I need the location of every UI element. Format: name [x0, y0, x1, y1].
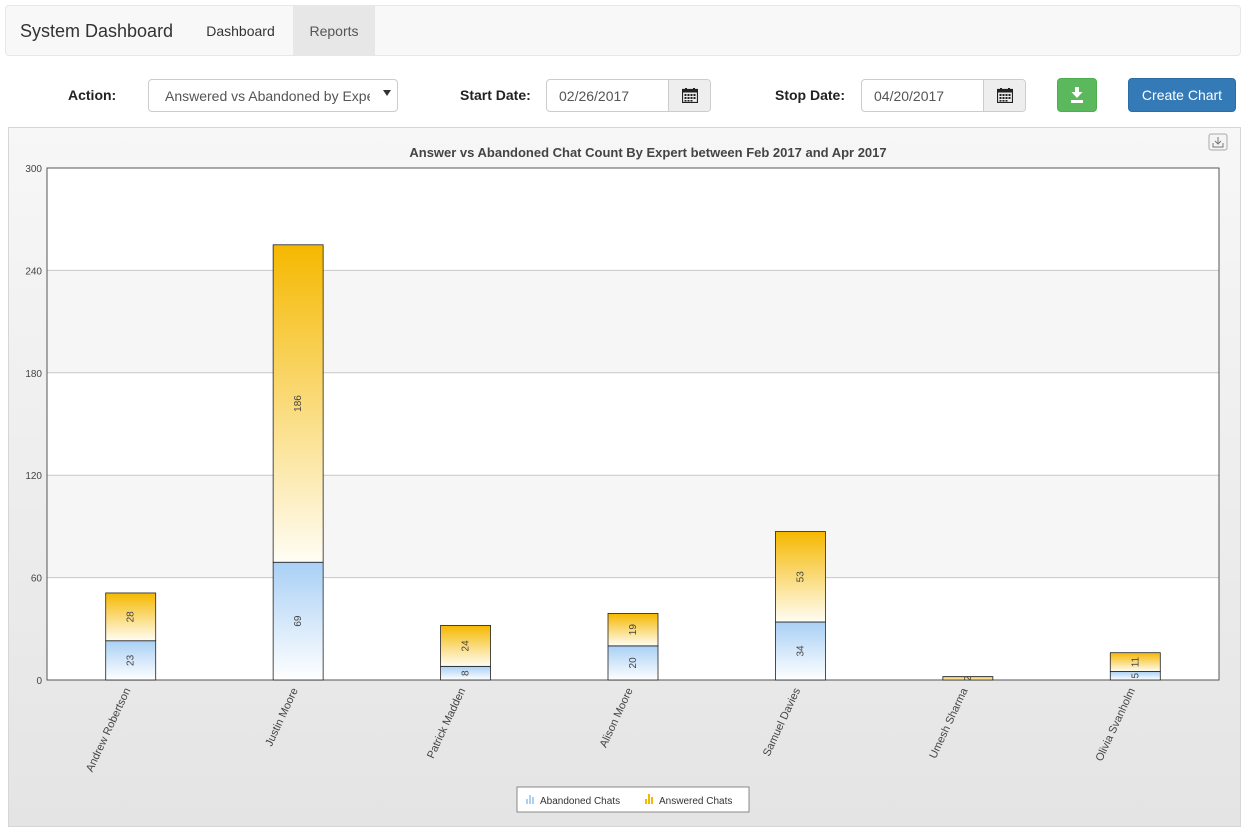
caret-down-icon — [383, 90, 391, 96]
data-label: 34 — [795, 645, 806, 657]
bar-answered[interactable] — [942, 676, 994, 681]
legend-abandoned[interactable]: Abandoned Chats — [540, 796, 620, 807]
action-select-value: Answered vs Abandoned by Expert — [165, 88, 370, 104]
start-date-label: Start Date: — [460, 87, 531, 103]
x-tick-label: Patrick Madden — [425, 686, 468, 760]
bar-answered[interactable] — [272, 244, 324, 563]
data-label: 19 — [628, 624, 639, 636]
stop-date-label: Stop Date: — [775, 87, 845, 103]
download-button[interactable] — [1057, 78, 1097, 112]
x-tick-label: Samuel Davies — [761, 686, 803, 759]
x-tick-label: Justin Moore — [263, 686, 300, 748]
plot-area — [47, 168, 1219, 680]
y-tick-label: 60 — [31, 574, 43, 585]
bar-abandoned[interactable] — [105, 640, 157, 681]
data-label: 186 — [293, 395, 304, 412]
stop-date-value: 04/20/2017 — [874, 88, 945, 104]
y-tick-label: 300 — [25, 164, 42, 175]
data-label: 8 — [461, 670, 472, 676]
navbar: System Dashboard Dashboard Reports — [5, 5, 1241, 56]
calendar-icon — [682, 88, 698, 103]
data-label: 5 — [1130, 673, 1141, 679]
export-icon[interactable] — [1208, 133, 1228, 151]
stop-date-calendar-button[interactable] — [983, 80, 1025, 111]
data-label: 24 — [461, 640, 472, 652]
x-tick-label: Alison Moore — [598, 686, 636, 749]
bar-chart-icon — [526, 795, 534, 804]
y-tick-label: 240 — [25, 266, 42, 277]
chart: Answer vs Abandoned Chat Count By Expert… — [25, 133, 1228, 813]
bar-answered[interactable] — [440, 624, 491, 667]
bar-chart-icon — [645, 794, 653, 804]
y-tick-label: 0 — [36, 676, 42, 687]
data-label: 20 — [628, 657, 639, 669]
chart-title: Answer vs Abandoned Chat Count By Expert… — [409, 145, 886, 160]
calendar-icon — [997, 88, 1013, 103]
start-date-value: 02/26/2017 — [559, 88, 630, 104]
action-select[interactable]: Answered vs Abandoned by Expert — [148, 79, 398, 112]
legend-box — [516, 786, 750, 813]
stop-date-input[interactable]: 04/20/2017 — [861, 79, 1026, 112]
download-icon — [1071, 87, 1083, 103]
legend: Abandoned Chats Answered Chats — [516, 786, 750, 813]
action-label: Action: — [68, 87, 117, 103]
bar-abandoned[interactable] — [272, 561, 324, 681]
grid-band — [47, 270, 1219, 373]
data-label: 2 — [963, 675, 974, 681]
x-tick-label: Andrew Robertson — [84, 686, 133, 774]
y-tick-label: 120 — [25, 471, 42, 482]
bar-answered[interactable] — [607, 613, 659, 647]
create-chart-button[interactable]: Create Chart — [1128, 78, 1236, 112]
x-tick-label: Olivia Svanholm — [1094, 686, 1138, 763]
start-date-calendar-button[interactable] — [668, 80, 710, 111]
tab-dashboard[interactable]: Dashboard — [206, 23, 275, 39]
bar-answered[interactable] — [105, 592, 157, 642]
chart-panel: Answer vs Abandoned Chat Count By Expert… — [8, 127, 1241, 827]
data-label: 53 — [795, 571, 806, 583]
legend-answered[interactable]: Answered Chats — [659, 796, 732, 807]
brand-title[interactable]: System Dashboard — [20, 21, 174, 41]
grid-band — [47, 475, 1219, 578]
start-date-input[interactable]: 02/26/2017 — [546, 79, 711, 112]
data-label: 69 — [293, 615, 304, 627]
data-label: 28 — [126, 611, 137, 623]
tab-reports[interactable]: Reports — [293, 6, 375, 55]
data-label: 11 — [1130, 656, 1141, 667]
bar-answered[interactable] — [1109, 652, 1161, 672]
data-label: 23 — [126, 654, 137, 666]
bar-answered[interactable] — [775, 531, 826, 623]
x-tick-label: Umesh Sharma — [927, 685, 971, 760]
y-tick-label: 180 — [25, 369, 42, 380]
bar-abandoned[interactable] — [607, 645, 659, 681]
